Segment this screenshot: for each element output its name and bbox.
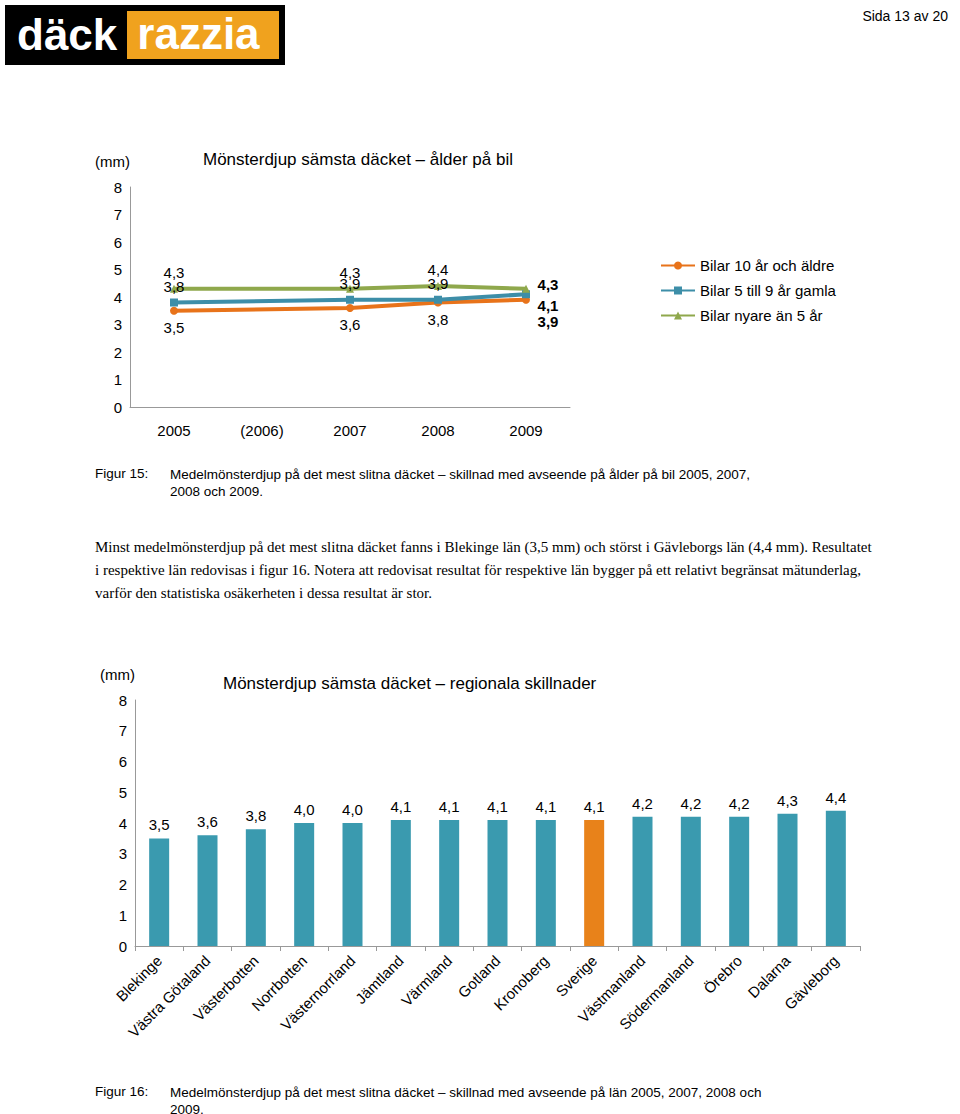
- html-text:Medelmönsterdjup på det mest s: Medelmönsterdjup på det mest slitna däck…: [170, 467, 751, 499]
- svg-text:4,0: 4,0: [342, 801, 363, 818]
- svg-text:3: 3: [114, 316, 122, 333]
- svg-text:Bilar 10 år och äldre: Bilar 10 år och äldre: [700, 257, 834, 274]
- svg-text:2008: 2008: [421, 422, 454, 439]
- svg-text:4,2: 4,2: [680, 795, 701, 812]
- svg-text:Örebro: Örebro: [700, 952, 745, 997]
- svg-text:3,5: 3,5: [164, 319, 185, 336]
- svg-text:3,8: 3,8: [245, 807, 266, 824]
- svg-text:5: 5: [119, 784, 127, 801]
- svg-text:6: 6: [114, 234, 122, 251]
- svg-text:(2006): (2006): [240, 422, 283, 439]
- svg-text:Gävleborg: Gävleborg: [781, 952, 842, 1013]
- svg-text:Västerbotten: Västerbotten: [190, 952, 262, 1024]
- svg-text:8: 8: [119, 692, 127, 709]
- svg-text:Västra Götaland: Västra Götaland: [125, 952, 214, 1041]
- html-text:Sida 13 av 20: Sida 13 av 20: [862, 8, 948, 24]
- svg-text:4: 4: [114, 289, 122, 306]
- svg-text:1: 1: [119, 907, 127, 924]
- svg-text:Västernorrland: Västernorrland: [277, 952, 359, 1034]
- svg-text:4,1: 4,1: [535, 798, 556, 815]
- svg-text:6: 6: [119, 753, 127, 770]
- svg-text:0: 0: [119, 938, 127, 955]
- svg-text:Jämtland: Jämtland: [351, 952, 407, 1007]
- html-text:Figur 16:: Figur 16:: [95, 1084, 149, 1099]
- svg-text:4: 4: [119, 815, 127, 832]
- svg-text:4,0: 4,0: [294, 801, 315, 818]
- svg-text:2: 2: [119, 876, 127, 893]
- svg-text:2009: 2009: [509, 422, 542, 439]
- svg-text:Norrbotten: Norrbotten: [248, 952, 311, 1015]
- svg-text:Mönsterdjup sämsta däcket – re: Mönsterdjup sämsta däcket – regionala sk…: [223, 674, 597, 693]
- html-text:Figur 15:: Figur 15:: [95, 466, 149, 481]
- html-text:däck: däck: [17, 10, 118, 59]
- html-text:razzia: razzia: [137, 9, 260, 58]
- svg-text:4,1: 4,1: [584, 798, 605, 815]
- svg-text:0: 0: [114, 399, 122, 416]
- svg-text:3,8: 3,8: [428, 311, 449, 328]
- svg-text:Gotland: Gotland: [454, 952, 503, 1001]
- svg-text:(mm): (mm): [95, 153, 130, 170]
- html-text:Minst medelmönsterdjup på det: Minst medelmönsterdjup på det mest slitn…: [95, 539, 872, 601]
- svg-text:4,3: 4,3: [777, 792, 798, 809]
- svg-text:Västmanland: Västmanland: [574, 952, 649, 1026]
- svg-text:3,6: 3,6: [197, 813, 218, 830]
- svg-text:Bilar nyare än 5 år: Bilar nyare än 5 år: [700, 307, 823, 324]
- svg-text:4,4: 4,4: [428, 261, 449, 278]
- svg-text:Bilar 5 till 9 år gamla: Bilar 5 till 9 år gamla: [700, 282, 837, 299]
- svg-text:3: 3: [119, 845, 127, 862]
- svg-text:7: 7: [114, 206, 122, 223]
- svg-text:4,2: 4,2: [632, 795, 653, 812]
- svg-text:4,3: 4,3: [340, 264, 361, 281]
- svg-text:4,3: 4,3: [164, 264, 185, 281]
- svg-text:4,1: 4,1: [390, 798, 411, 815]
- svg-text:2: 2: [114, 344, 122, 361]
- svg-text:4,3: 4,3: [538, 276, 559, 293]
- svg-text:3,9: 3,9: [339, 274, 361, 292]
- svg-text:2005: 2005: [157, 422, 190, 439]
- svg-text:1: 1: [114, 371, 122, 388]
- svg-text:3,9: 3,9: [538, 313, 559, 330]
- svg-text:5: 5: [114, 261, 122, 278]
- svg-text:3,6: 3,6: [340, 316, 361, 333]
- svg-text:4,1: 4,1: [538, 297, 559, 314]
- svg-text:(mm): (mm): [100, 666, 135, 683]
- svg-text:4,4: 4,4: [825, 789, 846, 806]
- svg-text:4,2: 4,2: [729, 795, 750, 812]
- svg-text:Sverige: Sverige: [552, 952, 600, 1000]
- svg-text:2007: 2007: [333, 422, 366, 439]
- svg-text:3,9: 3,9: [427, 274, 449, 292]
- svg-text:7: 7: [119, 722, 127, 739]
- svg-text:Dalarna: Dalarna: [744, 952, 794, 1002]
- svg-text:8: 8: [114, 179, 122, 196]
- svg-text:3,8: 3,8: [163, 277, 185, 295]
- svg-text:4,1: 4,1: [439, 798, 460, 815]
- svg-text:Blekinge: Blekinge: [112, 952, 166, 1005]
- svg-text:Södermanland: Södermanland: [616, 952, 697, 1033]
- svg-text:Kronoberg: Kronoberg: [490, 952, 552, 1014]
- svg-text:Mönsterdjup sämsta däcket – ål: Mönsterdjup sämsta däcket – ålder på bil: [203, 150, 513, 169]
- svg-text:3,5: 3,5: [149, 816, 170, 833]
- svg-text:Värmland: Värmland: [398, 952, 455, 1009]
- svg-text:4,1: 4,1: [487, 798, 508, 815]
